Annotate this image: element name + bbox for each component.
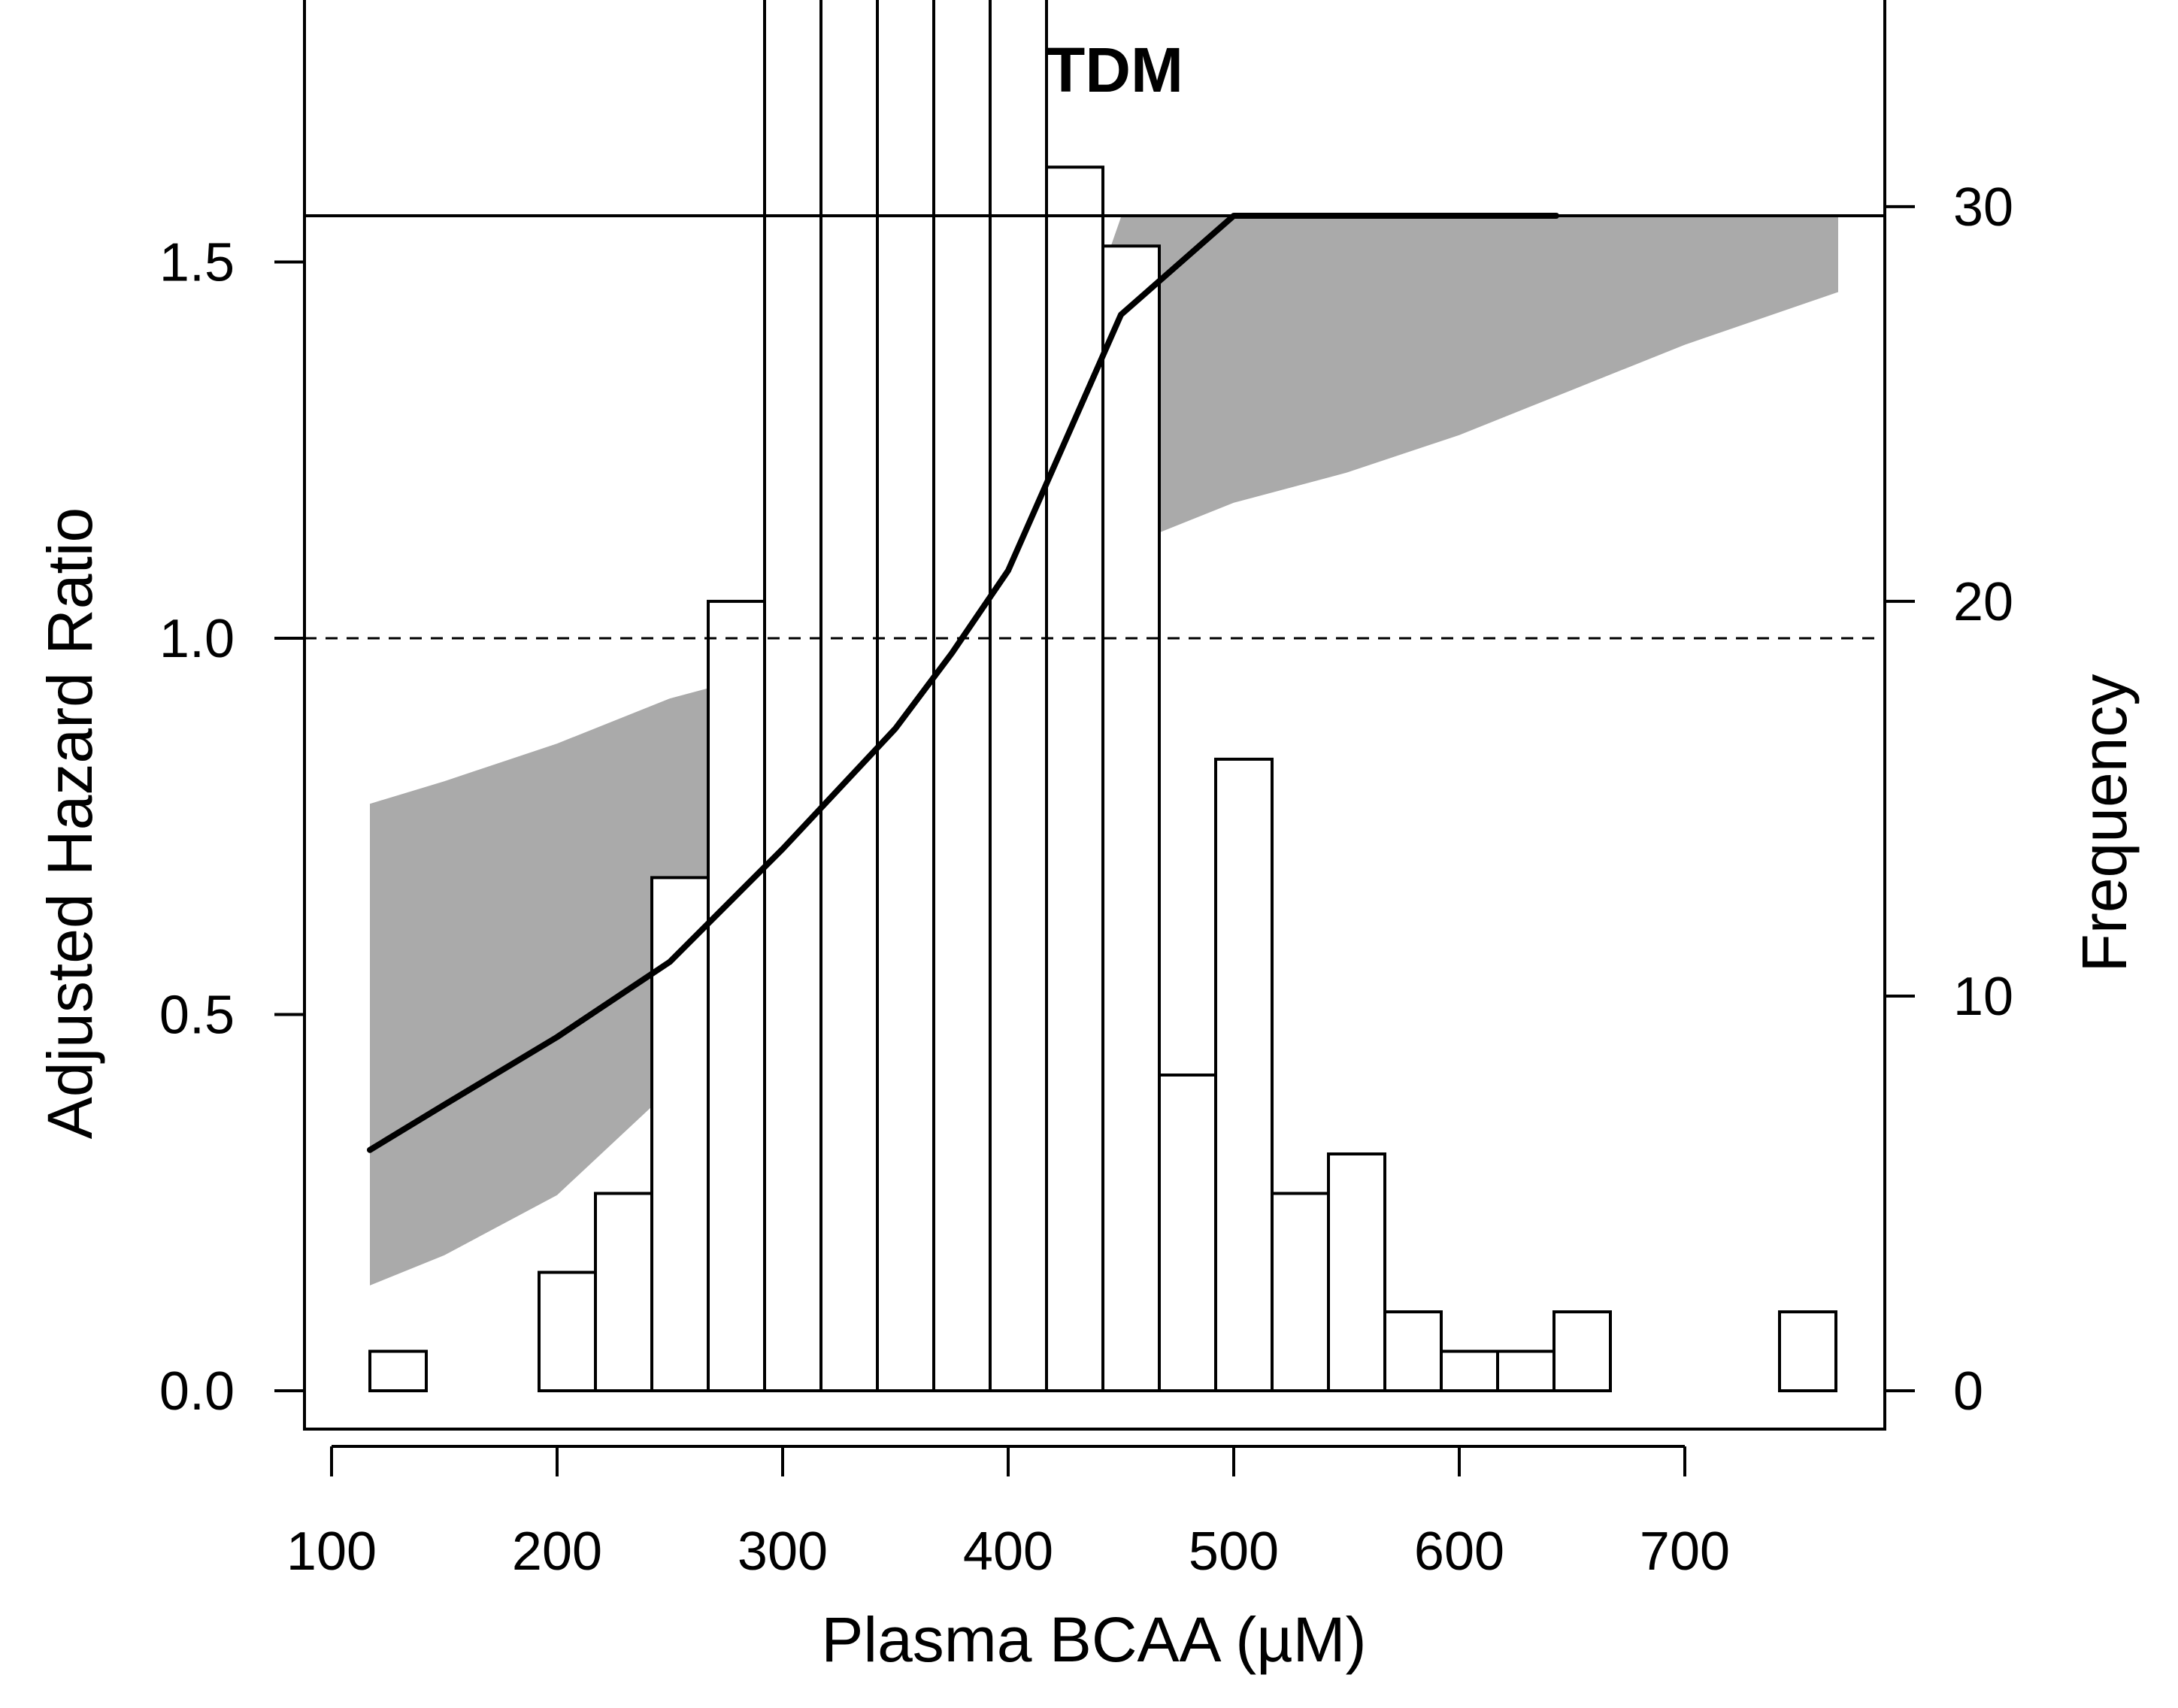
- histogram-bar: [1327, 1152, 1386, 1392]
- histogram-bar: [1045, 165, 1104, 1392]
- x-tick-label: 400: [963, 1522, 1053, 1582]
- x-tick-label: 600: [1414, 1522, 1504, 1582]
- histogram-bar: [989, 0, 1048, 1393]
- y2-tick-label: 10: [1953, 967, 2013, 1027]
- y-axis-label: Adjusted Hazard Ratio: [35, 507, 105, 1139]
- x-axis: 100 200 300 400 500 600 700: [286, 1445, 1730, 1582]
- y-tick-label: 1.0: [159, 609, 235, 669]
- histogram-bar: [368, 1349, 428, 1392]
- x-tick-label: 200: [512, 1522, 602, 1582]
- x-tick-label: 100: [286, 1522, 377, 1582]
- y-tick-label: 0.0: [159, 1361, 235, 1422]
- y-tick-label: 1.5: [159, 233, 235, 293]
- histogram-bar: [932, 0, 992, 1393]
- histogram-bar: [1158, 1074, 1217, 1392]
- histogram-bar: [876, 0, 935, 1393]
- histogram-bar: [1383, 1310, 1443, 1392]
- histogram-bar: [538, 1270, 597, 1392]
- histogram-bar: [1440, 1349, 1499, 1392]
- y-axis-right: 01020304050: [1883, 0, 2013, 1422]
- y2-tick-label: 0: [1953, 1361, 1983, 1422]
- y2-axis-label: Frequency: [2069, 674, 2140, 973]
- y-tick-label: 0.5: [159, 986, 235, 1046]
- y2-tick-label: 20: [1953, 572, 2013, 632]
- histogram-bar: [1214, 757, 1274, 1392]
- histogram-bar: [819, 0, 879, 1392]
- y2-tick-label: 30: [1953, 177, 2013, 238]
- x-tick-label: 300: [738, 1522, 828, 1582]
- x-tick-label: 700: [1640, 1522, 1730, 1582]
- histogram-bar: [650, 876, 710, 1392]
- histogram-bar: [1778, 1310, 1837, 1392]
- histogram-bar: [1271, 1192, 1330, 1392]
- histogram-bar: [763, 0, 822, 1393]
- histogram-bar: [1101, 244, 1161, 1392]
- x-axis-label: Plasma BCAA (µM): [821, 1604, 1366, 1675]
- histogram-bar: [1496, 1349, 1555, 1392]
- histogram-layer: [368, 0, 1837, 1393]
- x-tick-label: 500: [1189, 1522, 1279, 1582]
- histogram-bar: [707, 599, 766, 1392]
- histogram-bar: [594, 1192, 653, 1392]
- histogram-bar: [1552, 1310, 1612, 1392]
- y-axis-left: 0.00.51.01.52.02.53.0: [159, 0, 306, 1422]
